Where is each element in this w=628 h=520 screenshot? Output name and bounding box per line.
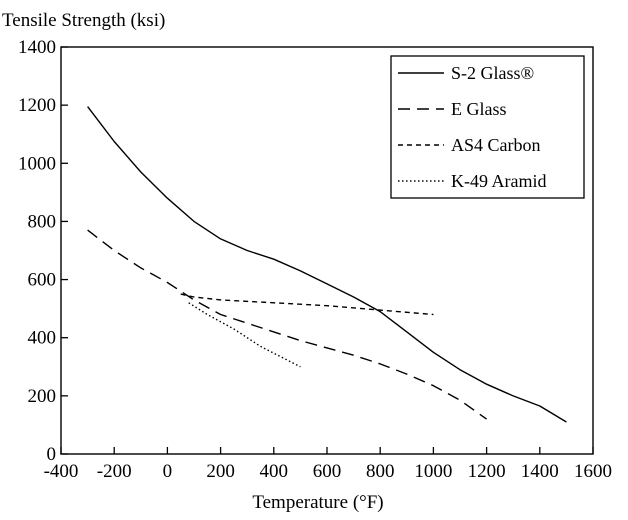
series-line-e-glass — [87, 229, 488, 420]
x-tick-label: 0 — [163, 461, 173, 482]
x-tick-label: 1600 — [574, 461, 612, 482]
x-tick-label: -200 — [97, 461, 132, 482]
y-tick-label: 1200 — [18, 95, 56, 116]
y-tick-label: 1000 — [18, 153, 56, 174]
x-tick-label: 1200 — [468, 461, 506, 482]
series-line-as4-carbon — [180, 293, 434, 316]
y-axis-ticks: 0 200 400 600 800 1000 1200 1400 — [18, 37, 68, 465]
legend-label-e-glass: E Glass — [451, 99, 507, 119]
legend-label-s-2-glass: S-2 Glass® — [451, 63, 534, 83]
x-tick-label: 1000 — [414, 461, 452, 482]
legend-label-k-49-aramid: K-49 Aramid — [451, 171, 546, 191]
x-tick-label: 600 — [313, 461, 342, 482]
y-tick-label: 1400 — [18, 37, 56, 58]
x-tick-label: 1400 — [521, 461, 559, 482]
x-tick-label: -400 — [44, 461, 79, 482]
y-axis-label: Tensile Strength (ksi) — [2, 10, 165, 31]
legend-label-as4-carbon: AS4 Carbon — [451, 135, 541, 155]
legend-box — [390, 55, 585, 199]
x-tick-label: 200 — [206, 461, 235, 482]
y-tick-label: 0 — [47, 444, 57, 465]
series-line-s-2-glass — [87, 106, 567, 423]
series-line-k-49-aramid — [188, 302, 301, 368]
legend: S-2 Glass® E Glass AS4 Carbon K-49 Aramid — [390, 55, 585, 199]
x-axis-label: Temperature (°F) — [252, 492, 383, 513]
series-lines — [87, 106, 567, 423]
y-tick-label: 600 — [28, 270, 57, 291]
x-tick-label: 400 — [260, 461, 289, 482]
y-tick-label: 800 — [28, 211, 57, 232]
x-axis-ticks: -400 -200 0 200 400 600 800 1000 1200 1400 1600 — [44, 447, 612, 482]
x-tick-label: 800 — [366, 461, 395, 482]
y-tick-label: 400 — [28, 328, 57, 349]
y-tick-label: 200 — [28, 386, 57, 407]
